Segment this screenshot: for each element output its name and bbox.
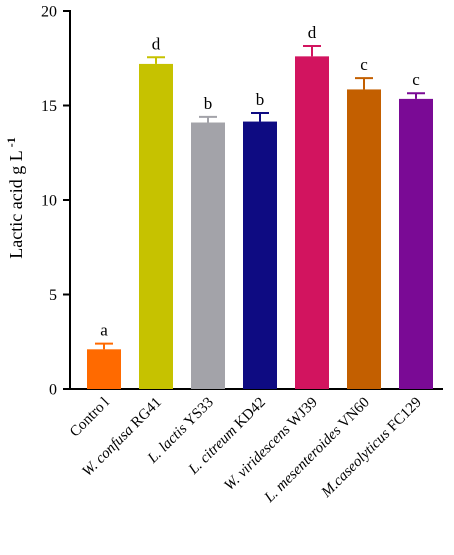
bar xyxy=(399,98,433,389)
bar xyxy=(347,89,381,389)
y-axis-label: Lactic acid g L -1 xyxy=(4,137,26,258)
bar xyxy=(243,121,277,389)
y-ticks: 0 5 10 15 20 xyxy=(41,4,70,399)
category-strain: RG41 xyxy=(126,395,165,434)
x-category-label: Control xyxy=(67,395,113,441)
category-strain: YS33 xyxy=(179,395,217,433)
significance-label: d xyxy=(308,23,317,42)
category-strain: WJ39 xyxy=(282,395,321,434)
bar xyxy=(295,56,329,390)
y-tick-label: 5 xyxy=(49,287,57,304)
category-species: L. citreum xyxy=(185,423,240,478)
bars: a d b b d c c xyxy=(87,23,433,390)
y-tick-label: 20 xyxy=(41,4,57,21)
category-species: W. confusa xyxy=(79,423,136,480)
significance-label: a xyxy=(100,321,108,340)
x-category-label: M.caseolyticus FC129 xyxy=(318,395,425,502)
significance-label: c xyxy=(360,55,368,74)
bar xyxy=(191,122,225,389)
category-strain: VN60 xyxy=(333,395,373,435)
category-species: L. lactis xyxy=(144,421,190,467)
category-prefix: Contro xyxy=(67,400,108,441)
significance-label: d xyxy=(152,34,161,53)
x-category-label: L. mesenteroides VN60 xyxy=(261,395,373,507)
significance-label: b xyxy=(204,94,213,113)
bar xyxy=(139,63,173,390)
y-axis-label-text: Lactic acid g L xyxy=(6,150,26,258)
category-strain: FC129 xyxy=(382,395,425,438)
x-category-label: W. viridescens WJ39 xyxy=(221,395,320,494)
y-tick-label: 0 xyxy=(49,382,57,399)
y-tick-label: 15 xyxy=(41,98,57,115)
significance-label: b xyxy=(256,90,265,109)
bar xyxy=(87,349,121,389)
y-tick-label: 10 xyxy=(41,193,57,210)
significance-label: c xyxy=(412,70,420,89)
category-strain: KD42 xyxy=(229,395,269,435)
y-axis-label-superscript: -1 xyxy=(4,137,18,147)
